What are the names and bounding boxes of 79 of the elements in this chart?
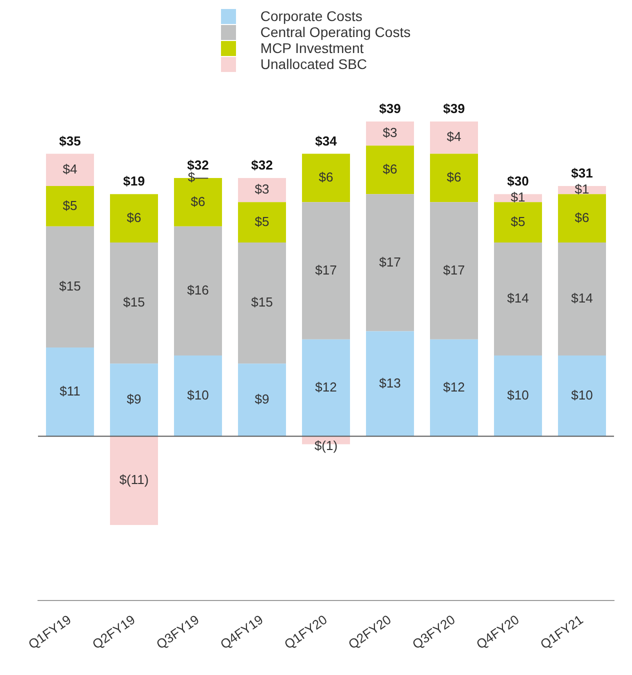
data-label: $9 [126, 391, 142, 406]
bar [238, 178, 286, 202]
bar [494, 242, 542, 356]
data-label: $5 [62, 198, 78, 213]
bar [430, 202, 478, 340]
bar [174, 356, 222, 436]
bar [46, 347, 94, 436]
total-label: $39 [379, 101, 401, 116]
data-label: $1 [574, 182, 590, 197]
bar [110, 242, 158, 364]
data-label: $11 [60, 383, 80, 398]
data-label: $6 [126, 210, 142, 225]
data-label: $14 [507, 290, 529, 306]
total-label: $35 [59, 133, 81, 148]
bar [238, 364, 286, 436]
total-label: $32 [251, 158, 273, 173]
data-label: $17 [315, 262, 337, 278]
data-label: $3 [254, 182, 270, 197]
data-label: $3 [382, 125, 398, 140]
data-label: $1 [510, 190, 526, 205]
bar [430, 154, 478, 202]
data-label: $5 [254, 214, 270, 229]
bar [366, 121, 414, 146]
total-label: $30 [507, 174, 529, 189]
data-label: $6 [318, 170, 334, 185]
bar [494, 356, 542, 436]
legend-label: Central Operating Costs [260, 24, 411, 40]
data-label: $17 [379, 254, 401, 270]
bar [366, 331, 414, 436]
data-label: $15 [59, 278, 81, 294]
data-label: $6 [446, 170, 462, 185]
total-label: $31 [571, 166, 593, 181]
data-label: $13 [379, 375, 401, 390]
legend-label: Unallocated SBC [260, 56, 368, 72]
data-label: $4 [446, 129, 462, 144]
bar [558, 356, 606, 436]
data-label: $10 [507, 387, 529, 402]
data-label: $12 [443, 379, 465, 394]
data-label: $15 [123, 294, 145, 310]
data-label: $9 [254, 391, 270, 406]
bar [110, 194, 158, 243]
bar [302, 202, 350, 340]
bar [430, 121, 478, 154]
legend-label: MCP Investment [260, 40, 364, 56]
bar [302, 339, 350, 436]
total-label: $19 [123, 174, 145, 189]
data-label: $6 [574, 210, 590, 225]
total-label: $32 [187, 158, 209, 173]
legend-label: Corporate Costs [260, 8, 362, 24]
data-label: $14 [571, 290, 593, 306]
data-label: $6 [190, 194, 206, 209]
bar [174, 226, 222, 356]
bar [366, 194, 414, 332]
bar [494, 202, 542, 243]
data-label: $15 [251, 294, 273, 310]
bar [238, 242, 286, 364]
data-label: $10 [571, 387, 593, 402]
bar [558, 194, 606, 243]
data-label: $12 [315, 379, 337, 394]
data-label: $6 [382, 161, 398, 176]
bar [46, 154, 94, 186]
data-label: $5 [510, 214, 526, 229]
bar [46, 226, 94, 348]
data-label: $16 [187, 282, 209, 298]
bar [46, 186, 94, 226]
bar [238, 202, 286, 243]
data-label: $(11) [119, 472, 149, 488]
total-label: $34 [315, 133, 338, 148]
bar [302, 154, 350, 202]
bar [558, 242, 606, 356]
bar [430, 339, 478, 436]
data-label: $17 [443, 262, 465, 278]
data-label: $(1) [314, 438, 338, 453]
data-label: $10 [187, 387, 209, 402]
bar [110, 436, 158, 525]
data-label: $4 [62, 161, 78, 176]
bar [366, 146, 414, 194]
total-label: $39 [443, 101, 465, 116]
bar [110, 364, 158, 436]
